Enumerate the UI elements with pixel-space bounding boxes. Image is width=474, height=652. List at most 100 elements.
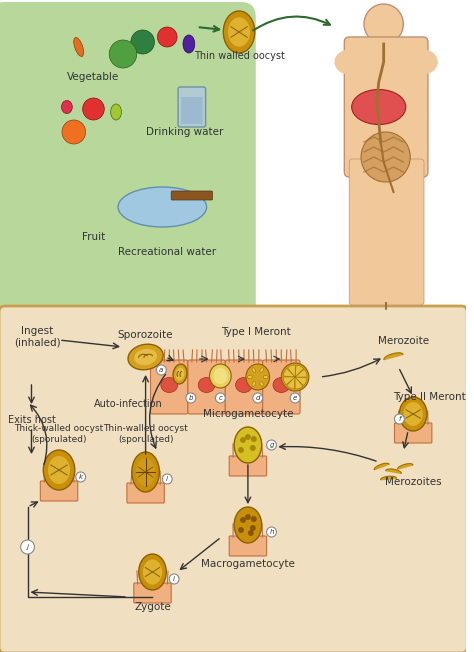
Ellipse shape — [139, 554, 166, 590]
Ellipse shape — [252, 381, 255, 386]
Ellipse shape — [246, 364, 270, 390]
FancyBboxPatch shape — [229, 536, 266, 556]
Circle shape — [253, 393, 263, 403]
FancyBboxPatch shape — [181, 97, 203, 124]
Text: Thick-walled oocyst
(sporulated): Thick-walled oocyst (sporulated) — [14, 424, 104, 444]
Ellipse shape — [282, 363, 309, 391]
Ellipse shape — [161, 378, 178, 393]
Text: Sporozoite: Sporozoite — [118, 330, 173, 340]
Text: Vegetable: Vegetable — [67, 72, 119, 82]
Wedge shape — [287, 377, 295, 389]
Text: Zygote: Zygote — [134, 602, 171, 612]
Ellipse shape — [62, 100, 73, 113]
Circle shape — [250, 525, 256, 531]
Text: Recreational water: Recreational water — [118, 247, 216, 257]
Ellipse shape — [273, 378, 290, 393]
Ellipse shape — [198, 378, 215, 393]
Circle shape — [76, 472, 86, 482]
Text: j: j — [27, 544, 28, 550]
Polygon shape — [398, 464, 413, 469]
Ellipse shape — [335, 50, 364, 74]
Circle shape — [238, 527, 244, 533]
FancyBboxPatch shape — [225, 360, 263, 414]
Circle shape — [245, 514, 251, 520]
Ellipse shape — [183, 35, 195, 53]
Ellipse shape — [263, 376, 268, 379]
Circle shape — [109, 40, 137, 68]
Ellipse shape — [234, 427, 262, 463]
Ellipse shape — [43, 450, 75, 490]
Text: i: i — [173, 576, 175, 582]
Circle shape — [251, 436, 257, 442]
Ellipse shape — [361, 132, 410, 182]
FancyBboxPatch shape — [0, 2, 256, 327]
Ellipse shape — [136, 458, 155, 486]
Ellipse shape — [247, 376, 252, 379]
Circle shape — [248, 530, 254, 536]
Wedge shape — [295, 369, 307, 377]
FancyBboxPatch shape — [344, 37, 428, 177]
Ellipse shape — [118, 187, 207, 227]
Wedge shape — [288, 365, 295, 377]
Circle shape — [186, 393, 196, 403]
Circle shape — [266, 440, 276, 450]
Wedge shape — [283, 368, 295, 377]
Ellipse shape — [223, 11, 255, 53]
Wedge shape — [295, 377, 307, 385]
Text: k: k — [79, 474, 82, 480]
Circle shape — [169, 574, 179, 584]
FancyBboxPatch shape — [171, 191, 212, 200]
Text: Exits host: Exits host — [8, 415, 55, 425]
Polygon shape — [384, 353, 403, 360]
Text: g: g — [269, 442, 274, 448]
Circle shape — [156, 365, 166, 375]
Text: h: h — [269, 529, 274, 535]
FancyBboxPatch shape — [394, 423, 432, 443]
Ellipse shape — [134, 349, 157, 365]
FancyBboxPatch shape — [263, 360, 300, 414]
Circle shape — [162, 474, 172, 484]
Circle shape — [290, 393, 300, 403]
Ellipse shape — [408, 50, 438, 74]
FancyBboxPatch shape — [376, 23, 392, 53]
Circle shape — [394, 414, 404, 424]
Polygon shape — [386, 469, 401, 473]
FancyBboxPatch shape — [188, 360, 225, 414]
Polygon shape — [381, 476, 396, 480]
Ellipse shape — [234, 507, 262, 543]
Text: Fruit: Fruit — [82, 232, 105, 242]
Ellipse shape — [173, 364, 187, 384]
Ellipse shape — [228, 18, 250, 47]
Ellipse shape — [132, 452, 159, 492]
FancyBboxPatch shape — [127, 483, 164, 503]
Text: Merozoites: Merozoites — [385, 477, 441, 487]
Text: Ingest
(inhaled): Ingest (inhaled) — [14, 326, 61, 348]
Circle shape — [251, 516, 257, 522]
Ellipse shape — [143, 559, 162, 585]
Wedge shape — [295, 377, 303, 389]
Ellipse shape — [236, 378, 252, 393]
Text: e: e — [293, 395, 297, 401]
Text: Merozoite: Merozoite — [378, 336, 429, 346]
Ellipse shape — [403, 402, 423, 426]
Circle shape — [238, 447, 244, 453]
Ellipse shape — [110, 104, 121, 120]
Wedge shape — [295, 365, 303, 377]
Circle shape — [157, 27, 177, 47]
Ellipse shape — [48, 456, 70, 484]
Circle shape — [240, 517, 246, 523]
Text: Type II Meront: Type II Meront — [393, 392, 466, 402]
Text: Auto-infection: Auto-infection — [93, 399, 162, 409]
Text: f: f — [398, 416, 401, 422]
Circle shape — [364, 4, 403, 44]
Circle shape — [216, 393, 225, 403]
Wedge shape — [283, 377, 295, 385]
FancyBboxPatch shape — [178, 87, 206, 127]
FancyBboxPatch shape — [0, 306, 467, 652]
Ellipse shape — [260, 381, 264, 386]
Ellipse shape — [175, 368, 184, 381]
Ellipse shape — [213, 368, 227, 384]
Text: Drinking water: Drinking water — [146, 127, 224, 137]
FancyBboxPatch shape — [134, 583, 171, 603]
Text: Thin-walled oocyst
(sporulated): Thin-walled oocyst (sporulated) — [103, 424, 188, 444]
